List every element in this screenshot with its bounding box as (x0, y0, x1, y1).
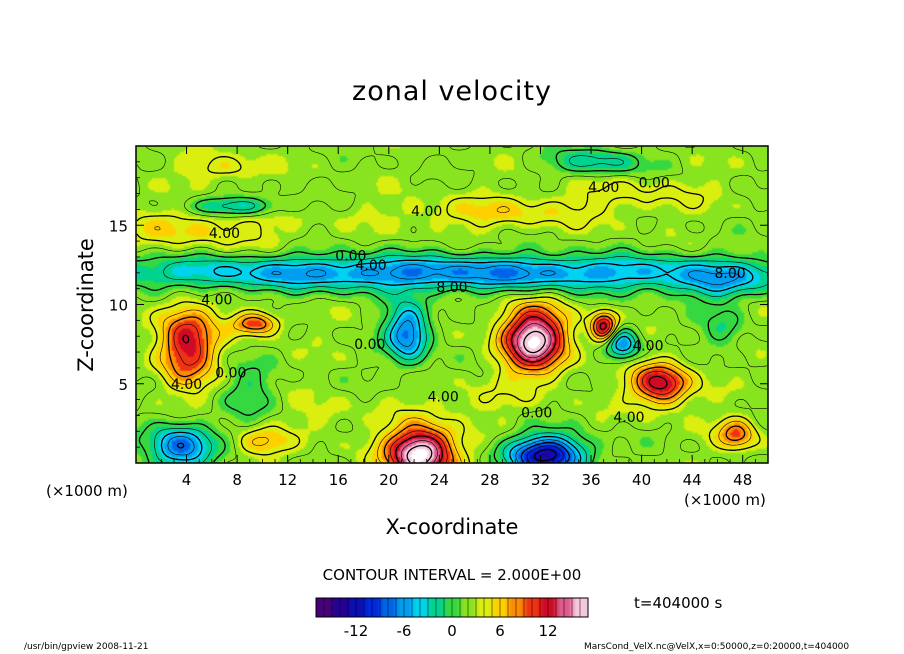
chart-title: zonal velocity (352, 76, 552, 107)
contour-label: 4.00 (209, 226, 240, 242)
colorbar-frame (315, 597, 589, 618)
x-tick-label: 16 (329, 471, 348, 489)
y-tick-label: 15 (109, 217, 128, 235)
contour-label: 4.00 (171, 377, 202, 393)
x-tick-label: 48 (733, 471, 752, 489)
contour-label: 0.00 (215, 366, 246, 382)
y-tick-label: 5 (118, 376, 128, 394)
contour-level (167, 305, 746, 463)
x-tick-label: 8 (232, 471, 242, 489)
contour-level (176, 441, 571, 463)
contour-label: 8.00 (714, 266, 745, 282)
contour-level (136, 156, 761, 463)
contour-level (173, 310, 676, 463)
x-tick-label: 44 (683, 471, 702, 489)
contour-level (400, 323, 552, 463)
contour-labels: 4.004.004.00 0.000.004.008.008.004.000.00… (171, 175, 746, 426)
contour-level (154, 155, 768, 463)
colorbar-divisions (323, 598, 581, 617)
contour-level (526, 445, 564, 463)
contour-level (160, 259, 754, 463)
x-tick-label: 4 (182, 471, 192, 489)
y-tick-label: 10 (109, 297, 128, 315)
contour-interval-label: CONTOUR INTERVAL = 2.000E+00 (322, 566, 582, 584)
x-axis-label: X-coordinate (385, 515, 519, 539)
contour-label: 4.00 (428, 389, 459, 405)
x-tick-label: 36 (581, 471, 600, 489)
contour-label: 4.00 (201, 293, 232, 309)
contour-label: 4.00 (613, 410, 644, 426)
contour-label: 8.00 (436, 280, 467, 296)
contour-label: 4.00 (632, 339, 663, 355)
colorbar-tick-label: -6 (397, 622, 412, 640)
contour-lines (136, 146, 768, 463)
contour-level (533, 448, 557, 462)
contour-label: 0.00 (639, 175, 670, 191)
contour-level (406, 330, 546, 463)
colorbar-tick-label: 0 (447, 622, 457, 640)
colorbar-ticks: -12 -6 0 6 12 (344, 622, 558, 640)
contour-label: 4.00 (588, 180, 619, 196)
contour-level (154, 206, 752, 463)
x-tick-label: 12 (278, 471, 297, 489)
footer-left: /usr/bin/gpview 2008-11-21 (24, 642, 149, 652)
x-tick-label: 40 (632, 471, 651, 489)
contour-level (182, 316, 668, 463)
x-tick-label: 20 (379, 471, 398, 489)
x-tick-label: 32 (531, 471, 550, 489)
contour-label: 0.00 (354, 337, 385, 353)
contour-level (136, 149, 768, 463)
z-unit-label: (×1000 m) (46, 482, 128, 500)
contour-label: 0.00 (521, 405, 552, 421)
x-tick-label: 28 (480, 471, 499, 489)
time-label: t=404000 s (634, 594, 723, 612)
contour-label: 4.00 (411, 204, 442, 220)
contour-label: 4.00 (356, 258, 387, 274)
x-axis-ticks: 4 8 12 16 20 24 28 32 36 40 44 48 (148, 146, 756, 489)
x-unit-label: (×1000 m) (684, 491, 766, 509)
x-tick-label: 24 (430, 471, 449, 489)
footer-right: MarsCond_VelX.nc@VelX,x=0:50000,z=0:2000… (584, 642, 850, 652)
contour-label: 0.00 (335, 248, 366, 264)
colorbar-tick-label: -12 (344, 622, 369, 640)
colorbar-tick-label: 6 (495, 622, 505, 640)
colorbar-tick-label: 12 (538, 622, 557, 640)
y-axis-ticks: 5 10 15 (109, 161, 768, 448)
contour-level (167, 264, 739, 463)
contour-level (136, 146, 768, 463)
